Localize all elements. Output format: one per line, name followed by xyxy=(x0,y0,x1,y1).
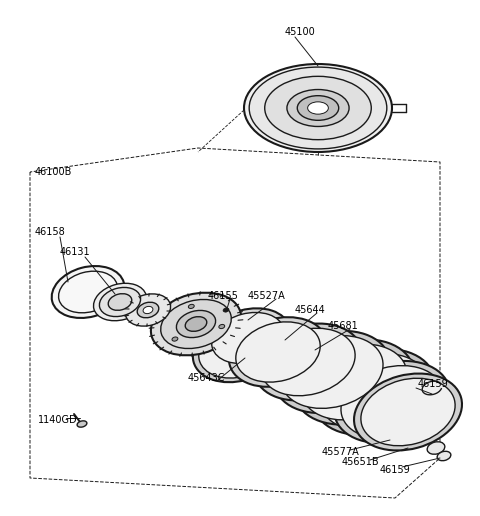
Ellipse shape xyxy=(94,283,146,321)
Ellipse shape xyxy=(125,294,170,326)
Ellipse shape xyxy=(361,378,455,446)
Ellipse shape xyxy=(274,331,390,413)
Text: 45681: 45681 xyxy=(328,321,359,331)
Text: 46100B: 46100B xyxy=(35,167,72,177)
Ellipse shape xyxy=(223,308,229,312)
Ellipse shape xyxy=(77,421,87,427)
Ellipse shape xyxy=(99,287,141,317)
Ellipse shape xyxy=(212,313,284,364)
Text: 46155: 46155 xyxy=(208,291,239,301)
Ellipse shape xyxy=(137,302,159,318)
Text: 45643C: 45643C xyxy=(188,373,226,383)
Ellipse shape xyxy=(244,64,392,152)
Ellipse shape xyxy=(219,325,225,329)
Ellipse shape xyxy=(281,335,383,408)
Ellipse shape xyxy=(249,67,387,149)
Ellipse shape xyxy=(236,322,320,382)
Ellipse shape xyxy=(172,337,178,341)
Text: 45651B: 45651B xyxy=(342,457,380,467)
Ellipse shape xyxy=(354,374,462,450)
Ellipse shape xyxy=(261,328,355,396)
Ellipse shape xyxy=(193,318,283,382)
Ellipse shape xyxy=(161,299,231,348)
Ellipse shape xyxy=(427,442,445,454)
Ellipse shape xyxy=(301,344,407,420)
Ellipse shape xyxy=(341,366,443,439)
Text: 46158: 46158 xyxy=(35,227,66,237)
Ellipse shape xyxy=(52,266,124,318)
Ellipse shape xyxy=(265,76,372,140)
Ellipse shape xyxy=(254,324,362,400)
Text: 46159: 46159 xyxy=(380,465,411,475)
Text: 45100: 45100 xyxy=(285,27,316,37)
Ellipse shape xyxy=(308,102,328,114)
Ellipse shape xyxy=(188,304,194,309)
Ellipse shape xyxy=(287,89,349,126)
Ellipse shape xyxy=(185,317,207,331)
Text: 45644: 45644 xyxy=(295,305,326,315)
Ellipse shape xyxy=(151,293,241,356)
Ellipse shape xyxy=(176,311,216,337)
Ellipse shape xyxy=(313,349,435,435)
Text: 45527A: 45527A xyxy=(248,291,286,301)
Text: 46131: 46131 xyxy=(60,247,91,257)
Ellipse shape xyxy=(334,361,450,443)
Ellipse shape xyxy=(143,307,153,314)
Ellipse shape xyxy=(297,95,339,120)
Ellipse shape xyxy=(108,294,132,310)
Text: 45577A: 45577A xyxy=(322,447,360,457)
Ellipse shape xyxy=(206,308,290,368)
Ellipse shape xyxy=(229,317,327,387)
Ellipse shape xyxy=(199,322,277,378)
Text: 46159: 46159 xyxy=(418,379,449,389)
Ellipse shape xyxy=(59,271,118,313)
Ellipse shape xyxy=(294,340,414,425)
Ellipse shape xyxy=(320,353,428,430)
Text: 1140GD: 1140GD xyxy=(38,415,78,425)
Ellipse shape xyxy=(437,452,451,461)
